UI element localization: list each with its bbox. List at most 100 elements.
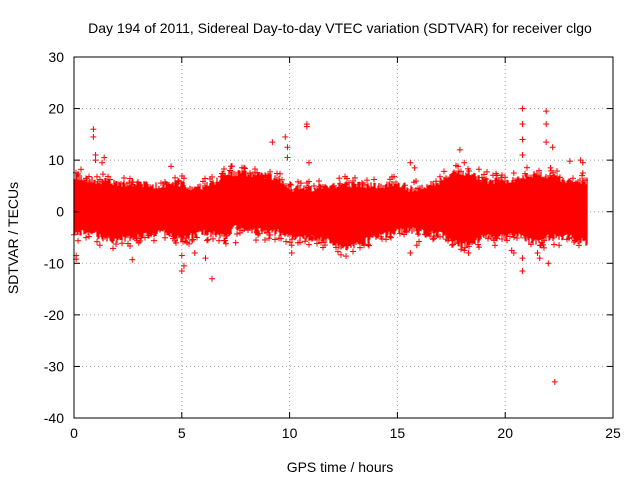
data-point <box>536 167 542 174</box>
data-point <box>333 244 339 251</box>
data-point <box>350 178 356 185</box>
data-point <box>222 237 228 244</box>
data-point <box>413 178 419 185</box>
data-point <box>298 180 304 187</box>
data-point <box>173 239 179 246</box>
data-point <box>205 236 211 243</box>
outlier-point <box>556 242 563 249</box>
outlier-point <box>269 139 276 146</box>
data-point <box>247 170 253 177</box>
data-point <box>209 173 215 180</box>
data-point <box>306 178 312 185</box>
outlier-point <box>407 159 414 166</box>
x-axis-label: GPS time / hours <box>287 459 394 475</box>
axis-tick-labels: 0 5 10 15 20 25 -40 -30 -20 -10 0 10 20 30 <box>44 49 621 441</box>
outlier-point <box>519 268 526 275</box>
outlier-point <box>282 133 289 140</box>
data-point <box>135 179 141 186</box>
x-tick-label: 10 <box>282 425 298 441</box>
data-point <box>388 234 394 241</box>
axis-ticks <box>73 56 614 419</box>
data-point <box>126 180 132 187</box>
data-point <box>86 173 92 180</box>
outlier-point <box>99 159 106 166</box>
data-point <box>242 165 248 172</box>
outlier-point <box>547 164 554 171</box>
outlier-point <box>411 164 418 171</box>
outlier-point <box>465 249 472 256</box>
data-point <box>483 176 489 183</box>
data-point <box>352 174 358 181</box>
data-point <box>256 230 262 237</box>
data-point <box>94 173 100 180</box>
data-point <box>462 244 468 251</box>
data-point <box>316 178 322 185</box>
data-point <box>241 164 247 171</box>
data-point <box>190 236 196 243</box>
outlier-point <box>566 158 573 165</box>
data-point <box>183 235 189 242</box>
data-point <box>283 182 289 189</box>
outlier-point <box>288 242 295 249</box>
outlier-point <box>519 151 526 158</box>
outlier-point <box>413 242 420 249</box>
grid-lines <box>74 57 613 418</box>
data-point <box>570 175 576 182</box>
outlier-point <box>519 255 526 262</box>
data-point <box>458 246 464 253</box>
data-point <box>430 236 436 243</box>
data-point <box>322 242 328 249</box>
x-tick-label: 5 <box>178 425 186 441</box>
data-point <box>283 238 289 245</box>
data-band <box>71 162 588 260</box>
outlier-point <box>510 170 517 177</box>
data-point <box>311 182 317 189</box>
data-point <box>142 234 148 241</box>
outlier-point <box>407 249 414 256</box>
data-point <box>401 231 407 238</box>
data-point <box>297 239 303 246</box>
y-tick-label: -10 <box>44 255 64 271</box>
data-point <box>227 167 233 174</box>
outlier-point <box>519 136 526 143</box>
data-point <box>492 242 498 249</box>
data-point <box>267 168 273 175</box>
outlier-point <box>536 255 543 262</box>
data-point <box>357 244 363 251</box>
outlier-point <box>534 249 541 256</box>
data-point <box>402 182 408 189</box>
data-point <box>502 174 508 181</box>
outlier-point <box>461 247 468 254</box>
data-point <box>343 253 349 260</box>
data-point <box>441 168 447 175</box>
data-point <box>449 242 455 249</box>
y-tick-label: -20 <box>44 307 64 323</box>
outlier-point <box>306 159 313 166</box>
data-point <box>262 236 268 243</box>
data-point <box>267 231 273 238</box>
data-point <box>445 237 451 244</box>
data-point <box>86 233 92 240</box>
data-point <box>540 241 546 248</box>
data-point <box>476 166 482 173</box>
outlier-point <box>178 252 185 259</box>
data-point <box>364 177 370 184</box>
outlier-point <box>101 154 108 161</box>
outlier-point <box>288 249 295 256</box>
outlier-point <box>202 255 209 262</box>
outlier-point <box>90 126 97 133</box>
data-point <box>338 251 344 258</box>
data-point <box>121 174 127 181</box>
data-point <box>75 237 81 244</box>
x-tick-label: 15 <box>390 425 406 441</box>
data-point <box>210 235 216 242</box>
data-point <box>110 245 116 252</box>
data-point <box>94 238 100 245</box>
data-point <box>576 242 582 249</box>
data-point <box>194 234 200 241</box>
data-point <box>266 235 272 242</box>
data-point <box>387 233 393 240</box>
data-point <box>346 179 352 186</box>
data-point <box>113 241 119 248</box>
